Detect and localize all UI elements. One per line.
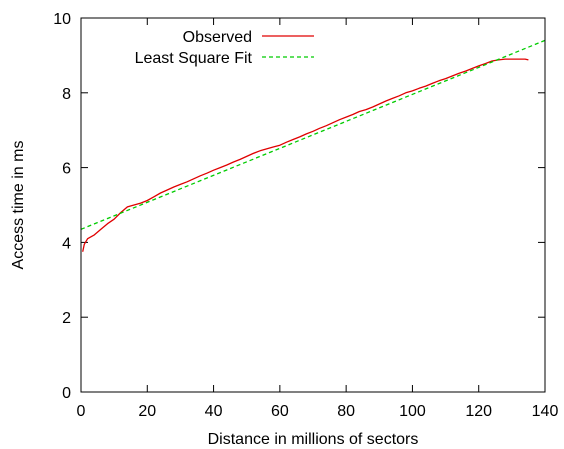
y-tick-label: 8	[62, 86, 71, 103]
series-line-observed	[82, 58, 529, 252]
ticks-layer: 0 20 40 60 80 100 120 140 0 2 4 6 8 10	[53, 11, 558, 420]
series-line-least-square-fit	[80, 39, 546, 230]
legend: Observed Least Square Fit	[135, 29, 314, 67]
x-tick-label: 120	[465, 403, 492, 420]
x-tick-label: 80	[337, 403, 355, 420]
x-tick-label: 60	[271, 403, 289, 420]
series-layer	[80, 39, 546, 252]
plot-frame	[80, 17, 546, 393]
y-tick-label: 10	[53, 11, 71, 28]
y-tick-label: 4	[62, 235, 71, 252]
x-tick-label: 40	[205, 403, 223, 420]
x-tick-label: 100	[399, 403, 426, 420]
x-tick-label: 140	[532, 403, 559, 420]
legend-label-observed: Observed	[183, 29, 252, 46]
y-tick-label: 0	[62, 385, 71, 402]
y-tick-label: 6	[62, 161, 71, 178]
x-tick-label: 0	[77, 403, 86, 420]
y-tick-label: 2	[62, 310, 71, 327]
legend-label-least-square-fit: Least Square Fit	[135, 50, 253, 67]
x-axis-label: Distance in millions of sectors	[208, 431, 419, 448]
y-axis-label: Access time in ms	[10, 141, 27, 270]
x-tick-label: 20	[138, 403, 156, 420]
